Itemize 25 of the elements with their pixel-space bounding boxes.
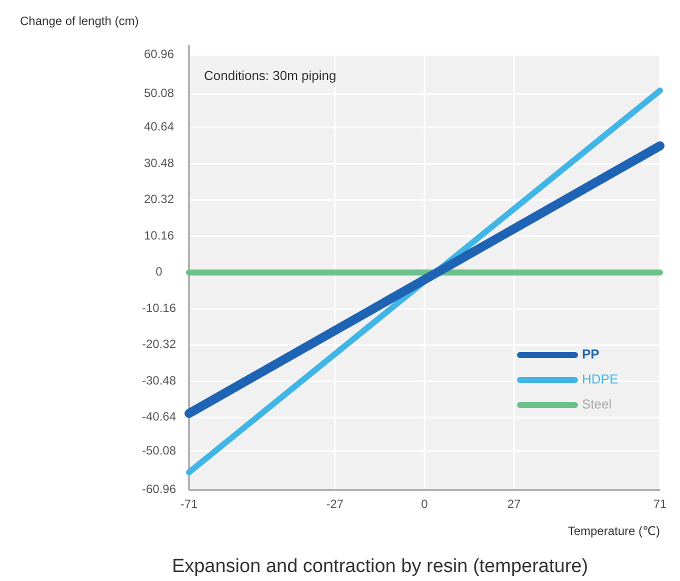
legend-label: Steel [582,396,612,412]
y-tick-label: -10.16 [142,300,176,315]
y-tick-label: -30.48 [142,373,176,388]
y-tick-label: 20.32 [144,192,174,206]
x-axis-title: Temperature (℃) [568,524,660,538]
y-tick-label: -50.08 [142,443,176,458]
y-axis-title: Change of length (cm) [20,14,139,28]
legend-label: HDPE [582,371,618,386]
x-tick-label: -71 [180,497,198,511]
y-tick-label: -60.96 [142,482,176,496]
x-tick-label: 71 [653,497,667,511]
y-tick-label: 10.16 [144,228,174,242]
legend-label: PP [582,346,600,362]
y-tick-label: -20.32 [142,337,176,352]
y-tick-label: 30.48 [144,156,174,170]
x-tick-label: 0 [421,497,428,511]
y-tick-label: -40.64 [142,410,176,424]
x-tick-label: 27 [507,497,522,511]
y-tick-label: 60.96 [144,47,174,62]
y-tick-label: 40.64 [144,120,174,134]
y-tick-label: 50.08 [144,86,174,100]
text: Expansion and contraction by resin (temperature) [172,556,588,577]
y-tick-label: 0 [156,264,163,279]
annotation: Conditions: 30m piping [204,68,336,83]
x-tick-label: -27 [326,497,344,511]
